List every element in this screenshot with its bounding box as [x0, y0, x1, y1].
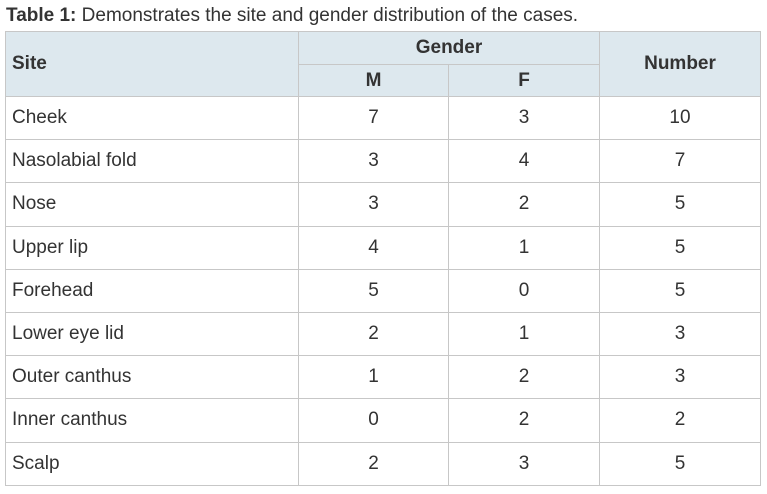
cell-number: 5	[599, 225, 761, 270]
cell-site: Nose	[5, 182, 299, 227]
cell-site: Cheek	[5, 95, 299, 141]
cell-m: 3	[298, 139, 449, 184]
table-caption: Table 1: Demonstrates the site and gende…	[6, 4, 578, 28]
cell-m: 2	[298, 441, 449, 486]
cell-m: 2	[298, 311, 449, 357]
header-f: F	[448, 64, 600, 97]
cell-f: 2	[448, 398, 600, 443]
caption-text: Demonstrates the site and gender distrib…	[81, 5, 579, 26]
header-gender: Gender	[298, 31, 600, 65]
header-m: M	[298, 64, 449, 97]
cell-m: 1	[298, 355, 449, 400]
cell-f: 2	[448, 182, 600, 227]
table-row: Forehead 5 0 5	[5, 268, 761, 313]
cell-number: 7	[599, 139, 761, 184]
cell-site: Scalp	[5, 441, 299, 486]
table-row: Outer canthus 1 2 3	[5, 355, 761, 400]
cell-site: Inner canthus	[5, 398, 299, 443]
cell-number: 10	[599, 95, 761, 141]
cell-f: 1	[448, 311, 600, 357]
cell-site: Lower eye lid	[5, 311, 299, 357]
cell-m: 5	[298, 268, 449, 313]
table-row: Nose 3 2 5	[5, 182, 761, 227]
table-row: Lower eye lid 2 1 3	[5, 311, 761, 357]
cell-f: 1	[448, 225, 600, 270]
cell-number: 3	[599, 311, 761, 357]
cell-number: 5	[599, 268, 761, 313]
table-row: Inner canthus 0 2 2	[5, 398, 761, 443]
cell-f: 0	[448, 268, 600, 313]
table-row: Nasolabial fold 3 4 7	[5, 139, 761, 184]
cell-f: 3	[448, 95, 600, 141]
cell-site: Upper lip	[5, 225, 299, 270]
cell-f: 4	[448, 139, 600, 184]
header-number: Number	[599, 31, 761, 97]
cell-site: Outer canthus	[5, 355, 299, 400]
cell-f: 2	[448, 355, 600, 400]
table-row: Cheek 7 3 10	[5, 95, 761, 141]
cell-m: 0	[298, 398, 449, 443]
cell-m: 3	[298, 182, 449, 227]
header-site: Site	[5, 31, 299, 97]
table-row: Upper lip 4 1 5	[5, 225, 761, 270]
cell-number: 5	[599, 182, 761, 227]
cell-number: 2	[599, 398, 761, 443]
caption-label: Table 1:	[6, 5, 77, 26]
cell-number: 5	[599, 441, 761, 486]
cell-m: 7	[298, 95, 449, 141]
site-gender-table: Site Gender Number M F Cheek 7 3 10 Naso…	[5, 31, 761, 486]
cell-f: 3	[448, 441, 600, 486]
cell-site: Nasolabial fold	[5, 139, 299, 184]
cell-m: 4	[298, 225, 449, 270]
table-row: Scalp 2 3 5	[5, 441, 761, 486]
cell-number: 3	[599, 355, 761, 400]
cell-site: Forehead	[5, 268, 299, 313]
